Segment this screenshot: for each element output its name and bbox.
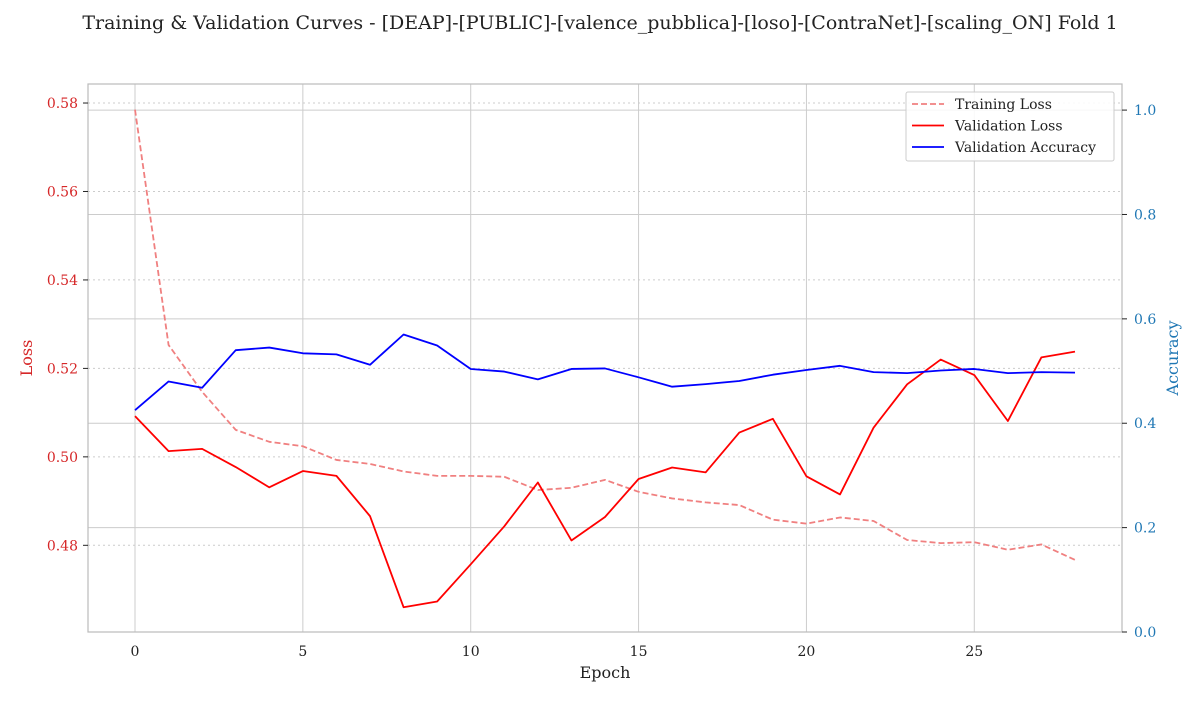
plot-frame (87, 83, 1123, 633)
series-layer (134, 109, 1076, 609)
legend: Training Loss Validation Loss Validation A… (905, 91, 1115, 162)
x-tick-label: 10 (462, 644, 480, 660)
y-right-tick-label: 0.0 (1134, 625, 1156, 641)
x-tick-label: 5 (298, 644, 307, 660)
y-right-tick-label: 1.0 (1134, 103, 1156, 119)
y-left-tick-label: 0.54 (47, 273, 78, 289)
legend-label-validation-loss: Validation Loss (954, 119, 1063, 135)
y-left-tick-label: 0.52 (47, 361, 78, 377)
y-right-tick-label: 0.6 (1134, 312, 1156, 328)
chart-title: Training & Validation Curves - [DEAP]-[P… (82, 12, 1117, 34)
legend-label-validation-accuracy: Validation Accuracy (954, 140, 1096, 156)
y-right-tick-label: 0.8 (1134, 207, 1156, 223)
series-line-training-loss (134, 109, 1076, 561)
y-axis-label-left: Loss (17, 340, 36, 377)
series-line-validation-accuracy (134, 333, 1076, 411)
y-right-tick-label: 0.2 (1134, 521, 1156, 537)
series-line-validation-loss (134, 350, 1076, 609)
y-left-tick-label: 0.50 (47, 450, 78, 466)
x-tick-label: 25 (965, 644, 983, 660)
y-right-tick-label: 0.4 (1134, 416, 1156, 432)
x-tick-label: 20 (798, 644, 816, 660)
axis-layer: 0 5 10 15 20 25 0.48 0.50 0.52 0.54 0.56 0.58 0.0 0.2… (47, 96, 1157, 660)
y-left-tick-label: 0.48 (47, 538, 78, 554)
y-left-tick-label: 0.58 (47, 96, 78, 112)
legend-label-training-loss: Training Loss (955, 97, 1052, 113)
y-axis-label-right: Accuracy (1163, 321, 1182, 397)
y-left-tick-label: 0.56 (47, 184, 78, 200)
x-tick-label: 0 (131, 644, 140, 660)
x-axis-label: Epoch (580, 663, 631, 682)
legend-box (905, 91, 1115, 162)
x-tick-label: 15 (630, 644, 648, 660)
